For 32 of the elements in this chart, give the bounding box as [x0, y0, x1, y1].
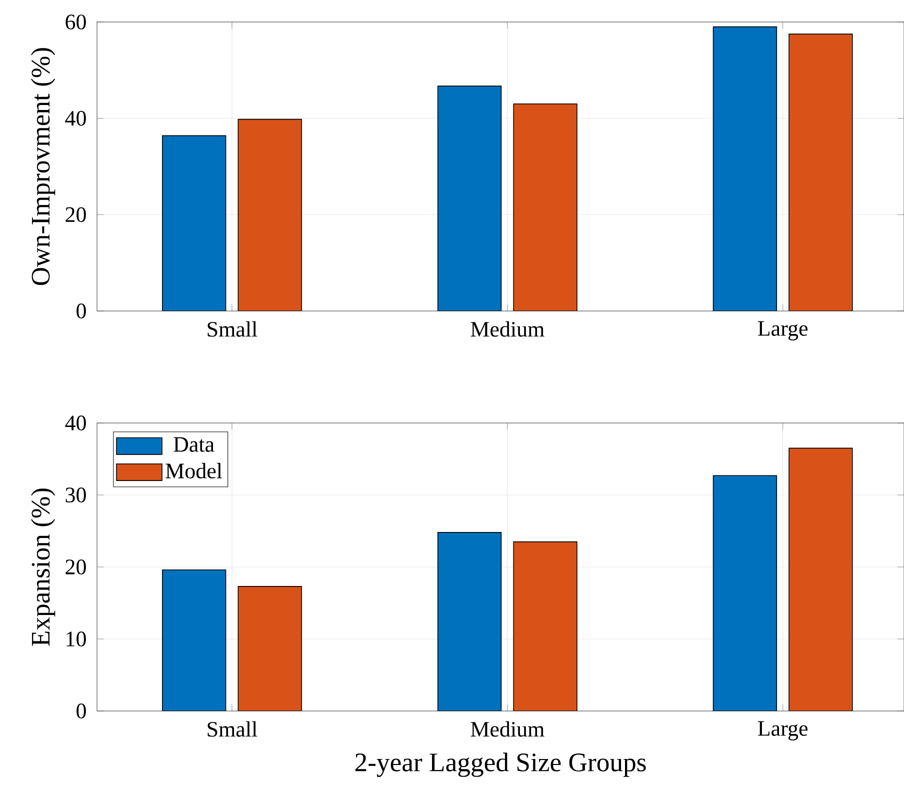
legend-label: Model — [166, 462, 222, 478]
y-tick-label: 0 — [76, 704, 86, 718]
x-tick-label: Medium — [470, 321, 544, 337]
bar — [162, 135, 226, 311]
bar — [712, 26, 778, 311]
bar — [238, 118, 302, 311]
bar — [513, 103, 578, 311]
y-tick-label: 0 — [76, 304, 86, 318]
bar — [238, 586, 302, 711]
y-tick-label: 20 — [66, 207, 86, 222]
bar — [437, 532, 502, 711]
y-tick-label: 40 — [65, 416, 86, 430]
y-tick-label: 40 — [65, 110, 86, 126]
legend-label: Data — [174, 437, 214, 452]
bar — [162, 569, 226, 711]
x-tick-label: Small — [208, 721, 258, 737]
bar — [788, 448, 853, 711]
x-tick-label: Large — [758, 321, 808, 340]
x-tick-label: Small — [208, 321, 258, 337]
x-tick-label: Large — [758, 721, 808, 740]
y-axis-title: Own-Improvment (%) — [30, 48, 56, 285]
x-axis-title: 2-year Lagged Size Groups — [355, 752, 646, 777]
bar — [513, 541, 578, 711]
y-tick-label: 60 — [66, 14, 86, 30]
bar — [788, 34, 853, 311]
y-tick-label: 20 — [66, 560, 86, 574]
x-tick-label: Medium — [470, 721, 544, 737]
y-tick-label: 30 — [66, 488, 86, 502]
bar — [437, 86, 502, 311]
y-tick-label: 10 — [66, 632, 86, 646]
bar — [712, 475, 778, 711]
y-axis-title: Expansion (%) — [30, 488, 56, 646]
